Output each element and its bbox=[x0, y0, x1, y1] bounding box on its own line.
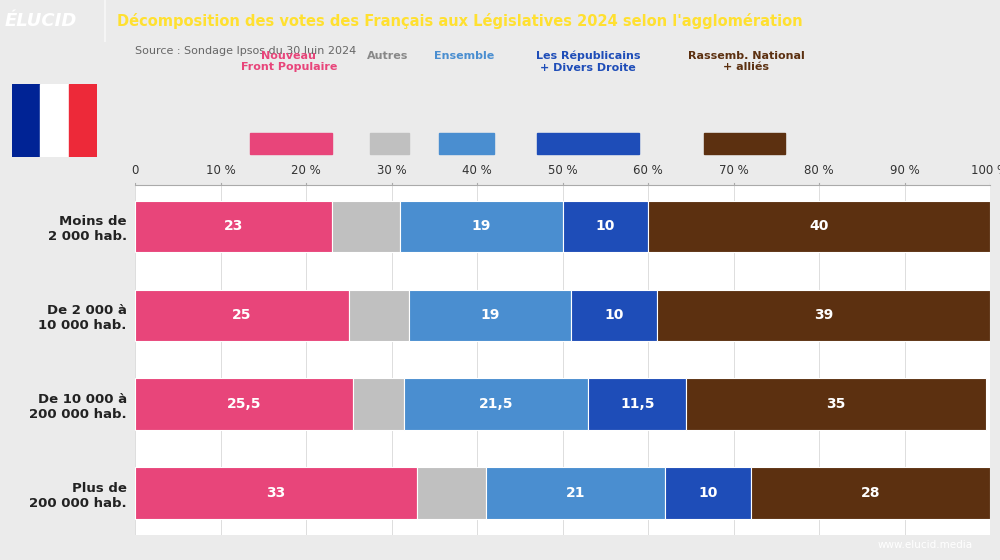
Text: 19: 19 bbox=[472, 220, 491, 234]
Text: 21,5: 21,5 bbox=[479, 397, 513, 411]
Text: 90 %: 90 % bbox=[890, 164, 919, 178]
Bar bbox=[353, 379, 404, 430]
Text: Source : Sondage Ipsos du 30 Juin 2024: Source : Sondage Ipsos du 30 Juin 2024 bbox=[135, 46, 356, 56]
Bar bbox=[332, 200, 400, 252]
Bar bbox=[571, 290, 657, 341]
Text: www.elucid.media: www.elucid.media bbox=[877, 540, 972, 550]
Text: 0: 0 bbox=[131, 164, 139, 178]
Text: 19: 19 bbox=[480, 309, 500, 323]
Text: 23: 23 bbox=[224, 220, 243, 234]
Text: ÉLUCID: ÉLUCID bbox=[5, 12, 77, 30]
Text: 20 %: 20 % bbox=[291, 164, 321, 178]
Bar bbox=[135, 468, 417, 519]
Bar bbox=[588, 379, 686, 430]
Text: Rassemb. National
+ alliés: Rassemb. National + alliés bbox=[688, 50, 805, 72]
Text: 25: 25 bbox=[232, 309, 252, 323]
Bar bbox=[135, 200, 332, 252]
Text: 33: 33 bbox=[266, 486, 286, 500]
Text: 30 %: 30 % bbox=[377, 164, 406, 178]
Text: 28: 28 bbox=[861, 486, 880, 500]
Bar bbox=[648, 200, 990, 252]
Bar bbox=[12, 84, 40, 157]
Text: 11,5: 11,5 bbox=[620, 397, 655, 411]
Text: 25,5: 25,5 bbox=[227, 397, 261, 411]
Text: 21: 21 bbox=[566, 486, 585, 500]
Text: 10: 10 bbox=[698, 486, 718, 500]
Text: 70 %: 70 % bbox=[719, 164, 748, 178]
Bar bbox=[40, 84, 69, 157]
Bar bbox=[657, 290, 990, 341]
Bar bbox=[349, 290, 409, 341]
Bar bbox=[400, 200, 562, 252]
Text: 40 %: 40 % bbox=[462, 164, 492, 178]
Bar bbox=[404, 379, 588, 430]
Text: 100 %: 100 % bbox=[971, 164, 1000, 178]
Bar bbox=[370, 133, 409, 154]
Text: Autres: Autres bbox=[367, 50, 408, 60]
Text: 35: 35 bbox=[826, 397, 846, 411]
Bar bbox=[486, 468, 665, 519]
Text: Les Républicains
+ Divers Droite: Les Républicains + Divers Droite bbox=[536, 50, 640, 73]
Bar bbox=[409, 290, 571, 341]
Text: 40: 40 bbox=[809, 220, 829, 234]
Text: Décomposition des votes des Français aux Législatives 2024 selon l'agglomération: Décomposition des votes des Français aux… bbox=[117, 13, 803, 29]
Text: Nouveau
Front Populaire: Nouveau Front Populaire bbox=[241, 50, 337, 72]
Bar bbox=[704, 133, 785, 154]
Text: 10: 10 bbox=[604, 309, 623, 323]
Bar bbox=[665, 468, 751, 519]
Bar bbox=[537, 133, 639, 154]
Text: 60 %: 60 % bbox=[633, 164, 663, 178]
Bar bbox=[69, 84, 97, 157]
Bar bbox=[686, 379, 986, 430]
Text: 39: 39 bbox=[814, 309, 833, 323]
Text: 10: 10 bbox=[596, 220, 615, 234]
Bar bbox=[562, 200, 648, 252]
Bar bbox=[439, 133, 494, 154]
Bar bbox=[135, 290, 349, 341]
Text: 10 %: 10 % bbox=[206, 164, 235, 178]
Text: 50 %: 50 % bbox=[548, 164, 577, 178]
Bar bbox=[751, 468, 990, 519]
Text: 80 %: 80 % bbox=[804, 164, 834, 178]
Bar bbox=[135, 379, 353, 430]
Bar bbox=[417, 468, 486, 519]
Bar bbox=[250, 133, 332, 154]
Text: Ensemble: Ensemble bbox=[434, 50, 494, 60]
